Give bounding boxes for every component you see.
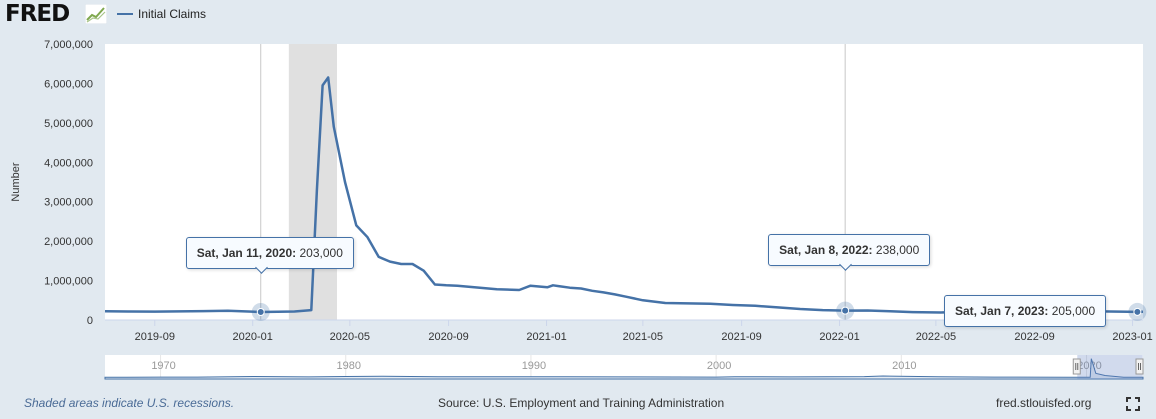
tooltip-jan-7-2023: Sat, Jan 7, 2023: 205,000 bbox=[944, 295, 1107, 327]
source-text: Source: U.S. Employment and Training Adm… bbox=[438, 396, 725, 410]
tooltip-date: Sat, Jan 7, 2023: bbox=[955, 304, 1049, 318]
x-axis-ticks: 2019-09 2020-01 2020-05 2020-09 2021-01 2021-… bbox=[135, 320, 1153, 343]
x-tick-label: 2020-09 bbox=[428, 331, 468, 343]
x-tick-label: 2019-09 bbox=[135, 331, 175, 343]
tooltip-date: Sat, Jan 11, 2020: bbox=[196, 246, 297, 260]
x-tick-label: 2021-09 bbox=[721, 331, 761, 343]
y-tick-label: 1,000,000 bbox=[44, 276, 93, 288]
handle-grip[interactable] bbox=[1135, 358, 1144, 375]
x-tick-label: 2023-01 bbox=[1112, 331, 1152, 343]
recession-note: Shaded areas indicate U.S. recessions. bbox=[24, 396, 235, 410]
site-url[interactable]: fred.stlouisfed.org bbox=[996, 396, 1092, 410]
y-tick-label: 0 bbox=[87, 315, 93, 327]
tooltip-value: 238,000 bbox=[875, 243, 920, 257]
hover-marker[interactable] bbox=[1133, 307, 1142, 316]
x-tick-label: 2021-01 bbox=[526, 331, 566, 343]
navigator-selection[interactable] bbox=[1077, 355, 1143, 379]
handle-grip[interactable] bbox=[1072, 358, 1081, 375]
y-axis-label: Number bbox=[10, 162, 22, 201]
x-tick-label: 2022-05 bbox=[916, 331, 956, 343]
hover-gridlines bbox=[260, 44, 846, 320]
tooltip-value: 203,000 bbox=[299, 246, 343, 260]
navigator-year-label: 1990 bbox=[522, 360, 546, 372]
tooltip-jan-11-2020: Sat, Jan 11, 2020: 203,000 bbox=[185, 237, 354, 274]
navigator-year-label: 1970 bbox=[151, 360, 175, 372]
y-axis-ticks: 0 1,000,000 2,000,000 3,000,000 4,000,000 5,0… bbox=[44, 39, 93, 327]
hover-markers bbox=[251, 301, 1147, 321]
tooltip-date: Sat, Jan 8, 2022: bbox=[779, 243, 873, 257]
hover-marker[interactable] bbox=[256, 307, 265, 316]
navigator-year-label: 2010 bbox=[892, 360, 916, 372]
x-tick-label: 2021-05 bbox=[623, 331, 663, 343]
y-tick-label: 5,000,000 bbox=[44, 118, 93, 130]
fullscreen-icon[interactable] bbox=[1126, 397, 1140, 411]
navigator-handle-left[interactable] bbox=[1072, 358, 1081, 375]
line-graph-icon bbox=[85, 4, 107, 24]
navigator-year-label: 2000 bbox=[707, 360, 731, 372]
legend-series-swatch bbox=[117, 13, 133, 15]
y-tick-label: 2,000,000 bbox=[44, 236, 93, 248]
navigator-year-label: 2020 bbox=[1077, 360, 1101, 372]
chart-header: FRED Initial Claims bbox=[0, 0, 1156, 30]
hover-marker[interactable] bbox=[841, 306, 850, 315]
chart-area[interactable]: 0 1,000,000 2,000,000 3,000,000 4,000,000 5,0… bbox=[0, 0, 1156, 390]
y-tick-label: 7,000,000 bbox=[44, 39, 93, 51]
x-tick-label: 2020-01 bbox=[233, 331, 273, 343]
navigator-year-label: 1980 bbox=[337, 360, 361, 372]
y-tick-label: 3,000,000 bbox=[44, 197, 93, 209]
navigator-handle-right[interactable] bbox=[1135, 358, 1144, 375]
legend-series-label[interactable]: Initial Claims bbox=[138, 7, 207, 21]
navigator-series-area bbox=[104, 358, 1144, 380]
tooltip-jan-8-2022: Sat, Jan 8, 2022: 238,000 bbox=[768, 234, 931, 271]
fred-logo[interactable]: FRED bbox=[5, 1, 70, 27]
x-tick-label: 2020-05 bbox=[330, 331, 370, 343]
plot-background bbox=[105, 44, 1143, 320]
navigator-labels: 1970 1980 1990 2000 2010 2020 bbox=[151, 355, 1102, 379]
x-tick-label: 2022-01 bbox=[819, 331, 859, 343]
y-tick-label: 6,000,000 bbox=[44, 78, 93, 90]
tooltip-value: 205,000 bbox=[1051, 304, 1096, 318]
x-tick-label: 2022-09 bbox=[1014, 331, 1054, 343]
y-tick-label: 4,000,000 bbox=[44, 157, 93, 169]
series-line-initial-claims[interactable] bbox=[104, 76, 1144, 314]
navigator-background bbox=[105, 355, 1143, 379]
